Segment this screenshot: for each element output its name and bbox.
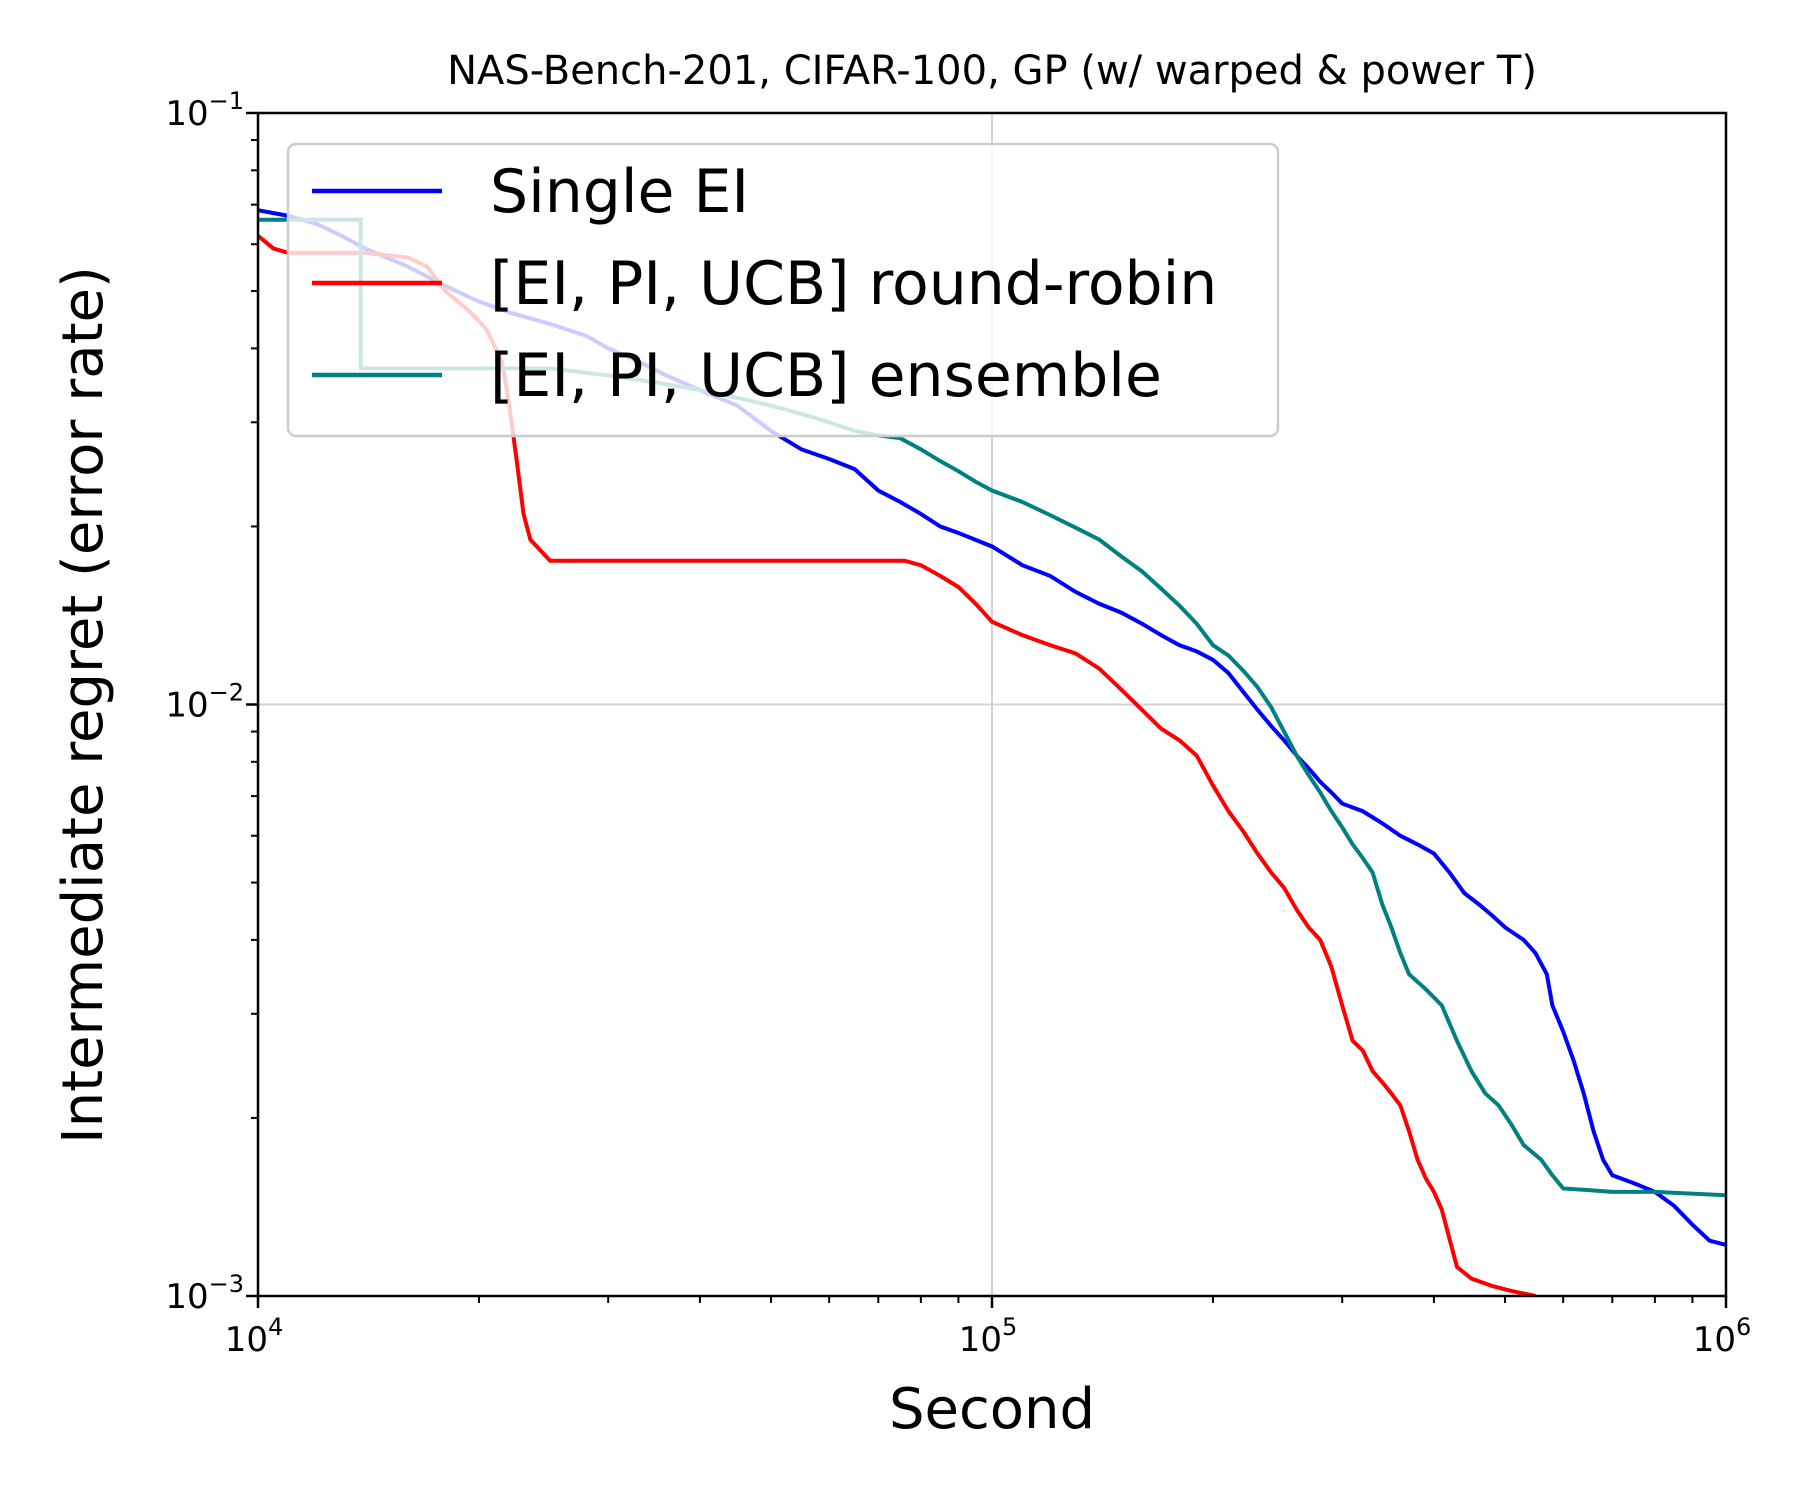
x-tick-label: 105 [959,1313,1018,1360]
legend: Single EI [EI, PI, UCB] round-robin [EI, P… [286,142,1280,438]
y-tick-label: 10−2 [165,679,244,726]
y-tick-label: 10−3 [165,1270,244,1317]
x-axis-label: Second [889,1377,1095,1442]
axes: 104 105 106 10−1 10−2 10−3 [165,87,1751,1360]
legend-box [286,142,1280,438]
legend-label-1: [EI, PI, UCB] round-robin [490,249,1217,319]
x-tick-label: 106 [1693,1313,1752,1360]
chart-title: NAS-Bench-201, CIFAR-100, GP (w/ warped … [447,48,1537,94]
legend-label-2: [EI, PI, UCB] ensemble [490,341,1162,411]
x-tick-label: 104 [225,1313,284,1360]
y-tick-label: 10−1 [165,87,244,134]
legend-label-0: Single EI [490,157,749,227]
y-axis-label: Intermediate regret (error rate) [51,266,116,1144]
